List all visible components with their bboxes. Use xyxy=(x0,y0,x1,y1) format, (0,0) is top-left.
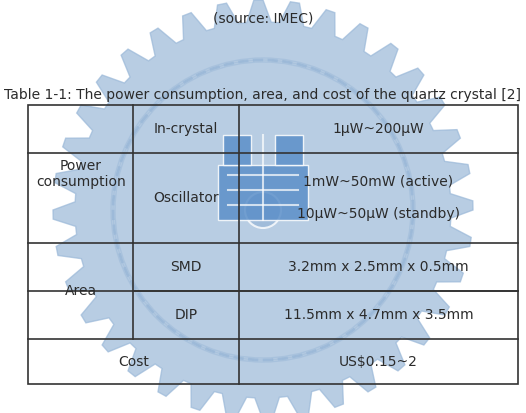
Text: (source: IMEC): (source: IMEC) xyxy=(213,11,313,25)
Bar xyxy=(275,135,303,165)
Text: Oscillator: Oscillator xyxy=(153,191,219,205)
Text: US$0.15~2: US$0.15~2 xyxy=(339,354,418,368)
Bar xyxy=(223,135,251,165)
Text: SMD: SMD xyxy=(170,260,202,274)
Circle shape xyxy=(245,192,281,228)
Polygon shape xyxy=(53,0,473,413)
Bar xyxy=(28,105,518,384)
Text: Area: Area xyxy=(65,284,97,298)
Text: 11.5mm x 4.7mm x 3.5mm: 11.5mm x 4.7mm x 3.5mm xyxy=(284,308,473,322)
Text: 1mW~50mW (active)

10μW~50μW (standby): 1mW~50mW (active) 10μW~50μW (standby) xyxy=(297,175,460,221)
Text: Power
consumption: Power consumption xyxy=(36,159,126,189)
Text: 1μW~200μW: 1μW~200μW xyxy=(332,122,424,136)
Text: Cost: Cost xyxy=(118,354,149,368)
Text: Table 1-1: The power consumption, area, and cost of the quartz crystal [2]: Table 1-1: The power consumption, area, … xyxy=(4,88,521,102)
Text: 3.2mm x 2.5mm x 0.5mm: 3.2mm x 2.5mm x 0.5mm xyxy=(288,260,469,274)
Text: DIP: DIP xyxy=(175,308,198,322)
Text: In-crystal: In-crystal xyxy=(154,122,218,136)
Bar xyxy=(218,165,308,220)
